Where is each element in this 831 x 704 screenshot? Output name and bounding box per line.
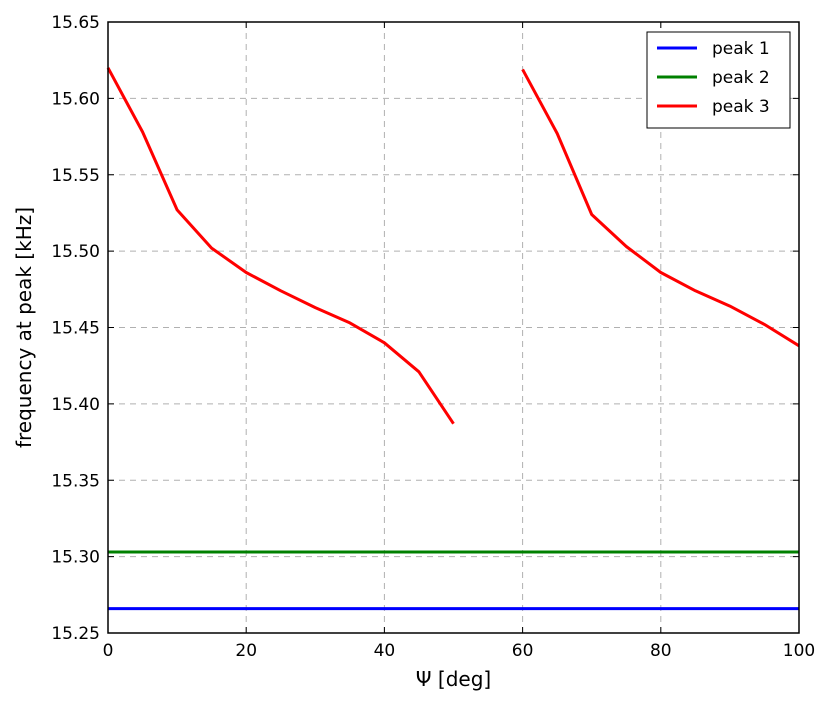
series-group <box>106 67 800 611</box>
x-tick-label: 60 <box>512 641 534 661</box>
x-axis-label: Ψ [deg] <box>416 667 491 691</box>
y-tick-label: 15.45 <box>51 319 100 339</box>
tick-labels: 0 20 40 60 80 100 15.25 15.30 15.35 15.40 15.45 15.… <box>51 13 815 661</box>
ticks <box>107 21 800 634</box>
x-tick-label: 40 <box>374 641 396 661</box>
x-tick-label: 80 <box>650 641 672 661</box>
y-axis-label: frequency at peak [kHz] <box>12 207 36 448</box>
y-tick-label: 15.55 <box>51 166 100 186</box>
series-line-peak-3-segment-2 <box>521 68 800 348</box>
x-tick-label: 0 <box>103 641 114 661</box>
legend-label-peak-2: peak 2 <box>712 68 770 88</box>
y-tick-label: 15.25 <box>51 624 100 644</box>
y-tick-label: 15.65 <box>51 13 100 33</box>
y-tick-label: 15.60 <box>51 89 100 109</box>
legend-label-peak-1: peak 1 <box>712 39 770 59</box>
y-tick-label: 15.40 <box>51 395 100 415</box>
legend-label-peak-3: peak 3 <box>712 97 770 117</box>
y-tick-label: 15.50 <box>51 242 100 262</box>
x-tick-label: 20 <box>235 641 257 661</box>
y-tick-label: 15.35 <box>51 471 100 491</box>
series-line-peak-3-segment-1 <box>106 67 455 425</box>
x-tick-label: 100 <box>783 641 815 661</box>
y-tick-label: 15.30 <box>51 548 100 568</box>
legend: peak 1 peak 2 peak 3 <box>646 31 791 129</box>
